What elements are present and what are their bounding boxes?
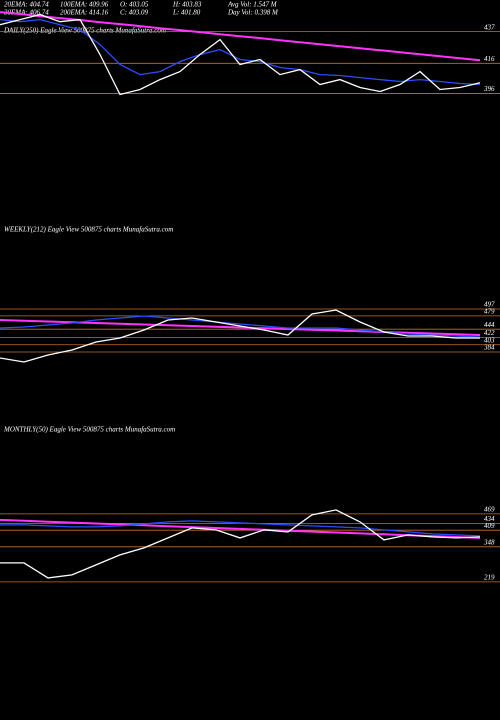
header-stat: Avg Vol: 1.547 M <box>227 1 278 9</box>
header-stat: 20EMA: 404.74 <box>4 1 49 9</box>
y-tick-label: 348 <box>483 538 495 546</box>
y-tick-label: 409 <box>484 522 495 530</box>
header-stat: Day Vol: 0.398 M <box>227 9 279 17</box>
panel-title: DAILY(250) Eagle View 500875 charts Muna… <box>3 27 166 35</box>
panel-title: WEEKLY(212) Eagle View 500875 charts Mun… <box>4 226 173 234</box>
y-tick-label: 444 <box>484 321 495 329</box>
header-stat: 100EMA: 409.96 <box>60 1 109 9</box>
y-tick-label: 396 <box>483 85 495 93</box>
header-stat: C: 403.09 <box>120 9 149 17</box>
header-stat: H: 403.83 <box>172 1 202 9</box>
price-line <box>0 13 481 96</box>
price-line <box>0 520 481 537</box>
price-line <box>0 18 481 86</box>
y-tick-label: 437 <box>484 23 495 31</box>
y-tick-label: 384 <box>483 344 495 352</box>
header-stat: L: 401.80 <box>172 9 201 17</box>
y-tick-label: 497 <box>484 301 495 309</box>
panel-title: MONTHLY(50) Eagle View 500875 charts Mun… <box>3 426 175 434</box>
price-line <box>0 518 481 539</box>
header-stat: 30EMA: 406.74 <box>3 9 49 17</box>
y-tick-label: 479 <box>484 307 495 315</box>
y-tick-label: 469 <box>484 505 495 513</box>
header-stat: 200EMA: 414.16 <box>60 9 109 17</box>
y-tick-label: 403 <box>484 336 495 344</box>
y-tick-label: 416 <box>484 55 495 63</box>
price-line <box>0 309 480 363</box>
price-line <box>0 315 481 338</box>
price-line <box>0 509 481 579</box>
header-stat: O: 403.05 <box>120 1 149 9</box>
y-tick-label: 422 <box>484 329 495 337</box>
y-tick-label: 219 <box>484 574 495 582</box>
y-tick-label: 434 <box>484 515 495 523</box>
